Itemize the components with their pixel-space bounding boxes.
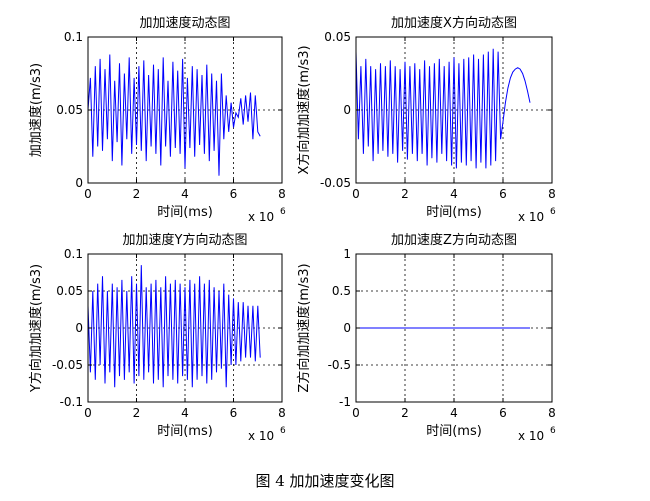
x-tick-label: 0 [352,406,360,420]
x-tick-label: 8 [548,406,556,420]
x-exponent-label: x 10 [248,210,274,224]
chart-title: 加加速度Z方向动态图 [391,232,517,248]
x-tick-label: 4 [181,187,189,201]
y-tick-label: -0.1 [60,395,83,409]
y-axis-label: Z方向加加速度(m/s3) [296,263,312,392]
x-exponent-value: 6 [550,426,556,436]
x-tick-label: 2 [401,406,409,420]
y-tick-label: 0 [343,103,351,117]
y-tick-label: 0.05 [324,30,351,44]
x-axis-label: 时间(ms) [426,424,482,439]
x-exponent-value: 6 [280,207,286,217]
series-line [355,48,531,169]
x-tick-label: 0 [352,187,360,201]
series-line [87,54,261,176]
chart-title: 加加速度X方向动态图 [391,15,517,31]
x-exponent-value: 6 [550,207,556,217]
y-tick-label: 0.5 [332,284,351,298]
x-exponent-label: x 10 [518,210,544,224]
y-tick-label: 0.1 [64,247,83,261]
x-tick-label: 2 [133,187,141,201]
y-tick-label: -0.5 [328,358,351,372]
y-tick-label: 0 [75,321,83,335]
series-line [87,265,261,388]
y-tick-label: -0.05 [52,358,83,372]
x-axis-label: 时间(ms) [157,205,213,220]
y-tick-label: 0.05 [56,103,83,117]
x-exponent-value: 6 [280,426,286,436]
x-tick-label: 6 [499,187,507,201]
y-tick-label: 0 [75,176,83,190]
x-tick-label: 2 [133,406,141,420]
x-tick-label: 6 [499,406,507,420]
x-axis-label: 时间(ms) [157,424,213,439]
y-axis-label: 加加速度(m/s3) [28,63,44,157]
chart-title: 加加速度动态图 [139,15,230,31]
y-axis-label: X方向加加速度(m/s3) [296,45,312,174]
y-tick-label: 1 [343,247,351,261]
figure-caption: 图 4 加加速度变化图 [255,472,395,490]
x-tick-label: 6 [230,187,238,201]
x-tick-label: 0 [84,406,92,420]
x-tick-label: 4 [450,406,458,420]
x-tick-label: 6 [230,406,238,420]
y-tick-label: -1 [339,395,351,409]
x-tick-label: 4 [181,406,189,420]
x-exponent-label: x 10 [248,429,274,443]
y-tick-label: 0.1 [64,30,83,44]
x-tick-label: 8 [548,187,556,201]
x-tick-label: 8 [278,406,286,420]
x-tick-label: 8 [278,187,286,201]
x-tick-label: 4 [450,187,458,201]
x-axis-label: 时间(ms) [426,205,482,220]
y-tick-label: 0 [343,321,351,335]
x-tick-label: 0 [84,187,92,201]
x-tick-label: 2 [401,187,409,201]
y-tick-label: 0.05 [56,284,83,298]
y-axis-label: Y方向加加速度(m/s3) [28,264,44,393]
x-exponent-label: x 10 [518,429,544,443]
chart-title: 加加速度Y方向动态图 [123,232,248,248]
y-tick-label: -0.05 [320,176,351,190]
